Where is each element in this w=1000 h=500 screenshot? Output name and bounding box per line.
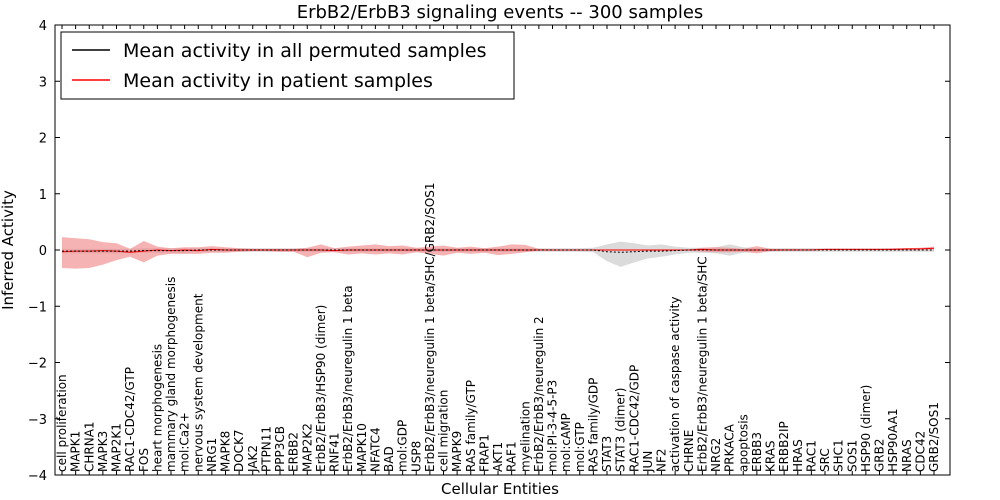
x-tick-label: SOS1: [845, 440, 859, 472]
x-tick-label: nervous system development: [191, 293, 205, 472]
x-tick-label: mol:GTP: [573, 422, 587, 472]
x-tick-label: cell migration: [437, 390, 451, 472]
x-tick-label: ERBB2IP: [777, 421, 791, 472]
confidence-bands: [62, 237, 934, 269]
x-tick-label: RNF41: [328, 433, 342, 473]
x-tick-label: GRB2/SOS1: [927, 402, 941, 472]
x-tick-label: CHRNA1: [82, 421, 96, 472]
x-tick-label: myelination: [518, 401, 532, 472]
x-tick-label: RAF1: [505, 441, 519, 472]
x-tick-label: RAC1-CDC42/GTP: [123, 367, 137, 472]
permuted-mean-line: [62, 249, 934, 253]
y-tick-label: 2: [39, 132, 47, 147]
x-tick-label: DOCK7: [232, 429, 246, 472]
x-tick-label: MAP2K1: [110, 423, 124, 472]
x-tick-label: MAPK1: [69, 431, 83, 472]
x-tick-label: RAS family/GTP: [464, 380, 478, 472]
x-tick-label: mol:cAMP: [559, 413, 573, 472]
x-tick-label: PRKACA: [723, 423, 737, 472]
x-tick-label: MAPK9: [450, 431, 464, 472]
y-tick-label: 1: [39, 188, 47, 203]
x-tick-label: PTPN11: [259, 426, 273, 472]
x-tick-label: FOS: [137, 448, 151, 472]
x-tick-label: MAPK3: [96, 431, 110, 472]
x-tick-label: ErbB2/ErbB3/HSP90 (dimer): [314, 305, 328, 472]
x-tick-label: NRAS: [900, 439, 914, 472]
x-tick-label: NF2: [655, 448, 669, 472]
x-tick-label: CDC42: [913, 431, 927, 472]
x-tick-label: MAPK10: [355, 423, 369, 472]
y-tick-label: −3: [28, 413, 47, 428]
x-tick-label: mammary gland morphogenesis: [164, 277, 178, 472]
y-tick-label: 3: [39, 75, 47, 90]
x-tick-label: mol:GDP: [396, 420, 410, 472]
x-tick-label: ErbB2/ErbB3/neuregulin 1 beta: [341, 285, 355, 472]
legend-label-patient: Mean activity in patient samples: [123, 70, 433, 92]
x-tick-label: BAD: [382, 446, 396, 472]
x-tick-label: FRAP1: [477, 434, 491, 472]
x-tick-label: JUN: [641, 451, 655, 473]
y-tick-label: −4: [28, 469, 47, 484]
x-tick-label: RAC1: [804, 440, 818, 472]
y-axis-title: Inferred Activity: [0, 190, 17, 310]
x-tick-label: GRB2: [873, 438, 887, 472]
y-axis-ticks: 4 3 2 1 0 −1 −2 −3 −4: [28, 19, 950, 484]
x-tick-label: KRAS: [764, 440, 778, 472]
x-tick-label: ERBB2: [287, 432, 301, 472]
y-tick-label: −2: [28, 357, 47, 372]
x-tick-label: NFATC4: [368, 427, 382, 472]
x-tick-label: ERBB3: [750, 432, 764, 472]
x-tick-label: NRG1: [205, 438, 219, 472]
x-tick-label: mol:PI-3-4-5-P3: [546, 380, 560, 472]
x-tick-label: HRAS: [791, 439, 805, 472]
x-tick-label: mol:Ca2+: [178, 412, 192, 472]
x-axis-ticks: cell proliferation MAPK1 CHRNA1 MAPK3 MAP2K1…: [55, 25, 941, 475]
y-tick-label: −1: [28, 300, 47, 315]
x-tick-label: ErbB2/ErbB3/neuregulin 2: [532, 316, 546, 472]
x-axis-title: Cellular Entities: [441, 480, 559, 498]
legend-label-permuted: Mean activity in all permuted samples: [123, 40, 486, 62]
x-tick-label: PPP3CB: [273, 426, 287, 472]
legend-box: [60, 31, 515, 100]
x-tick-label: ErbB2/ErbB3/neuregulin 1 beta/SHC/GRB2/S…: [423, 182, 437, 472]
x-tick-label: STAT3: [600, 436, 614, 472]
x-tick-label: MAP2K2: [300, 423, 314, 472]
y-tick-label: 4: [39, 19, 47, 34]
x-tick-label: RAC1-CDC42/GDP: [627, 365, 641, 472]
x-tick-label: MAPK8: [219, 431, 233, 472]
x-tick-label: apoptosis: [736, 414, 750, 472]
x-tick-label: NRG2: [709, 438, 723, 472]
x-tick-label: RAS family/GDP: [586, 378, 600, 472]
x-tick-label: CHRNE: [682, 430, 696, 472]
x-tick-label: AKT1: [491, 442, 505, 472]
x-tick-label: STAT3 (dimer): [614, 388, 628, 472]
x-tick-label: heart morphogenesis: [150, 344, 164, 472]
chart-title: ErbB2/ErbB3 signaling events -- 300 samp…: [297, 2, 704, 23]
y-tick-label: 0: [39, 244, 47, 259]
x-tick-label: activation of caspase activity: [668, 297, 682, 472]
x-tick-label: SRC: [818, 448, 832, 472]
x-tick-label: SHC1: [832, 439, 846, 472]
series-lines: [61, 247, 935, 253]
x-tick-label: USP8: [409, 441, 423, 472]
x-tick-label: HSP90AA1: [886, 408, 900, 472]
x-tick-label: ErbB2/ErbB3/neuregulin 1 beta/SHC: [695, 256, 709, 472]
legend: Mean activity in all permuted samples Me…: [60, 31, 515, 100]
x-tick-label: cell proliferation: [55, 374, 69, 472]
x-tick-label: JAK2: [246, 445, 260, 473]
patient-confidence-band: [62, 237, 934, 269]
x-tick-label: HSP90 (dimer): [859, 385, 873, 472]
